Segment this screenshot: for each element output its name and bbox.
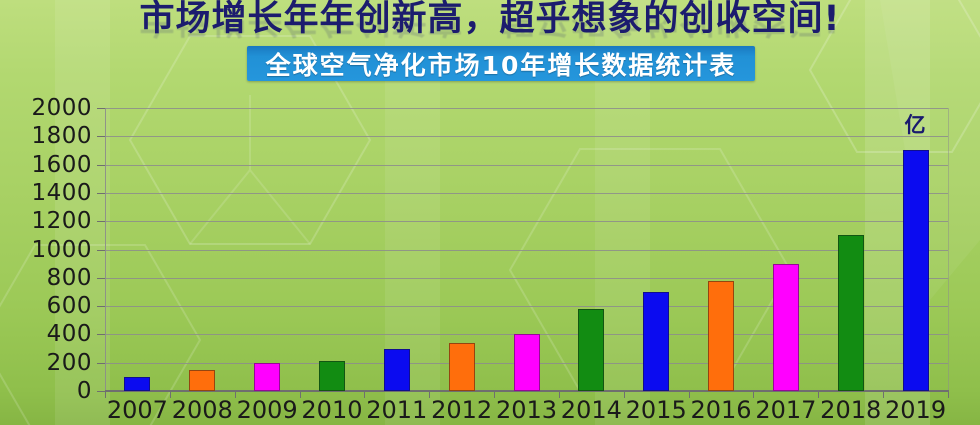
y-axis-label: 1800	[31, 123, 92, 150]
x-axis-tick	[688, 392, 690, 398]
bar-2014	[578, 308, 605, 391]
x-axis-tick	[364, 392, 366, 398]
bar-2008	[189, 369, 216, 391]
x-axis-tick	[429, 392, 431, 398]
bar-2015	[643, 291, 670, 391]
x-axis-label: 2015	[625, 396, 687, 424]
x-axis-label: 2007	[106, 396, 168, 424]
x-axis-label: 2009	[236, 396, 298, 424]
x-axis-line	[105, 390, 949, 392]
bar-2019	[902, 150, 929, 391]
y-axis-tick	[97, 249, 105, 251]
gridline	[105, 221, 948, 223]
y-axis-tick	[97, 306, 105, 308]
plot-right-border	[948, 108, 949, 391]
y-axis-tick	[97, 277, 105, 279]
y-axis-label: 800	[46, 264, 92, 291]
x-axis-tick	[169, 392, 171, 398]
x-axis-tick	[623, 392, 625, 398]
gridline	[105, 277, 948, 279]
unit-label: 亿	[904, 113, 926, 137]
x-axis-label: 2017	[755, 396, 817, 424]
bar-2010	[318, 361, 345, 391]
page-title: 市场增长年年创新高，超乎想象的创收空间!	[139, 0, 841, 39]
x-axis-tick	[234, 392, 236, 398]
gridline	[105, 192, 948, 194]
chart-title-banner: 全球空气净化市场10年增长数据统计表	[247, 46, 755, 81]
bar-2016	[708, 280, 735, 391]
x-axis-label: 2010	[301, 396, 363, 424]
gridline	[105, 136, 948, 138]
gridline	[105, 108, 948, 109]
y-axis-label: 1200	[31, 208, 92, 235]
y-axis-tick	[97, 108, 105, 109]
y-axis-tick	[97, 192, 105, 194]
x-axis-label: 2014	[560, 396, 622, 424]
x-axis-tick	[818, 392, 820, 398]
x-axis-label: 2018	[820, 396, 882, 424]
y-axis-label: 1400	[31, 179, 92, 206]
x-axis-label: 2008	[171, 396, 233, 424]
x-axis-label: 2016	[690, 396, 752, 424]
y-axis-tick	[97, 334, 105, 336]
bar-2018	[837, 235, 864, 391]
x-axis-tick	[883, 392, 885, 398]
gridline	[105, 249, 948, 251]
y-axis-label: 600	[46, 293, 92, 320]
y-axis-label: 1600	[31, 151, 92, 178]
x-axis-label: 2019	[885, 396, 947, 424]
bar-2017	[772, 263, 799, 391]
bar-2009	[254, 362, 281, 391]
x-axis-tick	[948, 392, 949, 398]
x-axis-tick	[105, 392, 106, 398]
bar-2007	[124, 376, 151, 391]
x-axis-tick	[558, 392, 560, 398]
y-axis-tick	[97, 164, 105, 166]
x-axis-label: 2013	[495, 396, 558, 424]
gridline	[105, 306, 948, 308]
y-axis-tick	[97, 362, 105, 364]
y-axis-tick	[97, 221, 105, 223]
gridline	[105, 164, 948, 166]
x-axis-tick	[299, 392, 301, 398]
y-axis-label: 1000	[31, 236, 92, 263]
x-axis-tick	[753, 392, 755, 398]
x-axis-label: 2011	[366, 396, 428, 424]
x-axis-label: 2012	[431, 396, 493, 424]
bar-2013	[513, 334, 540, 391]
y-axis-line	[105, 108, 106, 391]
y-axis-tick	[97, 136, 105, 138]
bar-2011	[383, 348, 410, 391]
y-axis-label: 0	[76, 378, 92, 404]
y-axis-label: 200	[46, 349, 92, 376]
y-axis-tick	[97, 391, 105, 392]
y-axis-label: 400	[46, 321, 92, 348]
bar-2012	[448, 342, 475, 391]
chart-title: 全球空气净化市场10年增长数据统计表	[265, 50, 737, 80]
y-axis-label: 2000	[31, 95, 92, 121]
x-axis-tick	[494, 392, 496, 398]
